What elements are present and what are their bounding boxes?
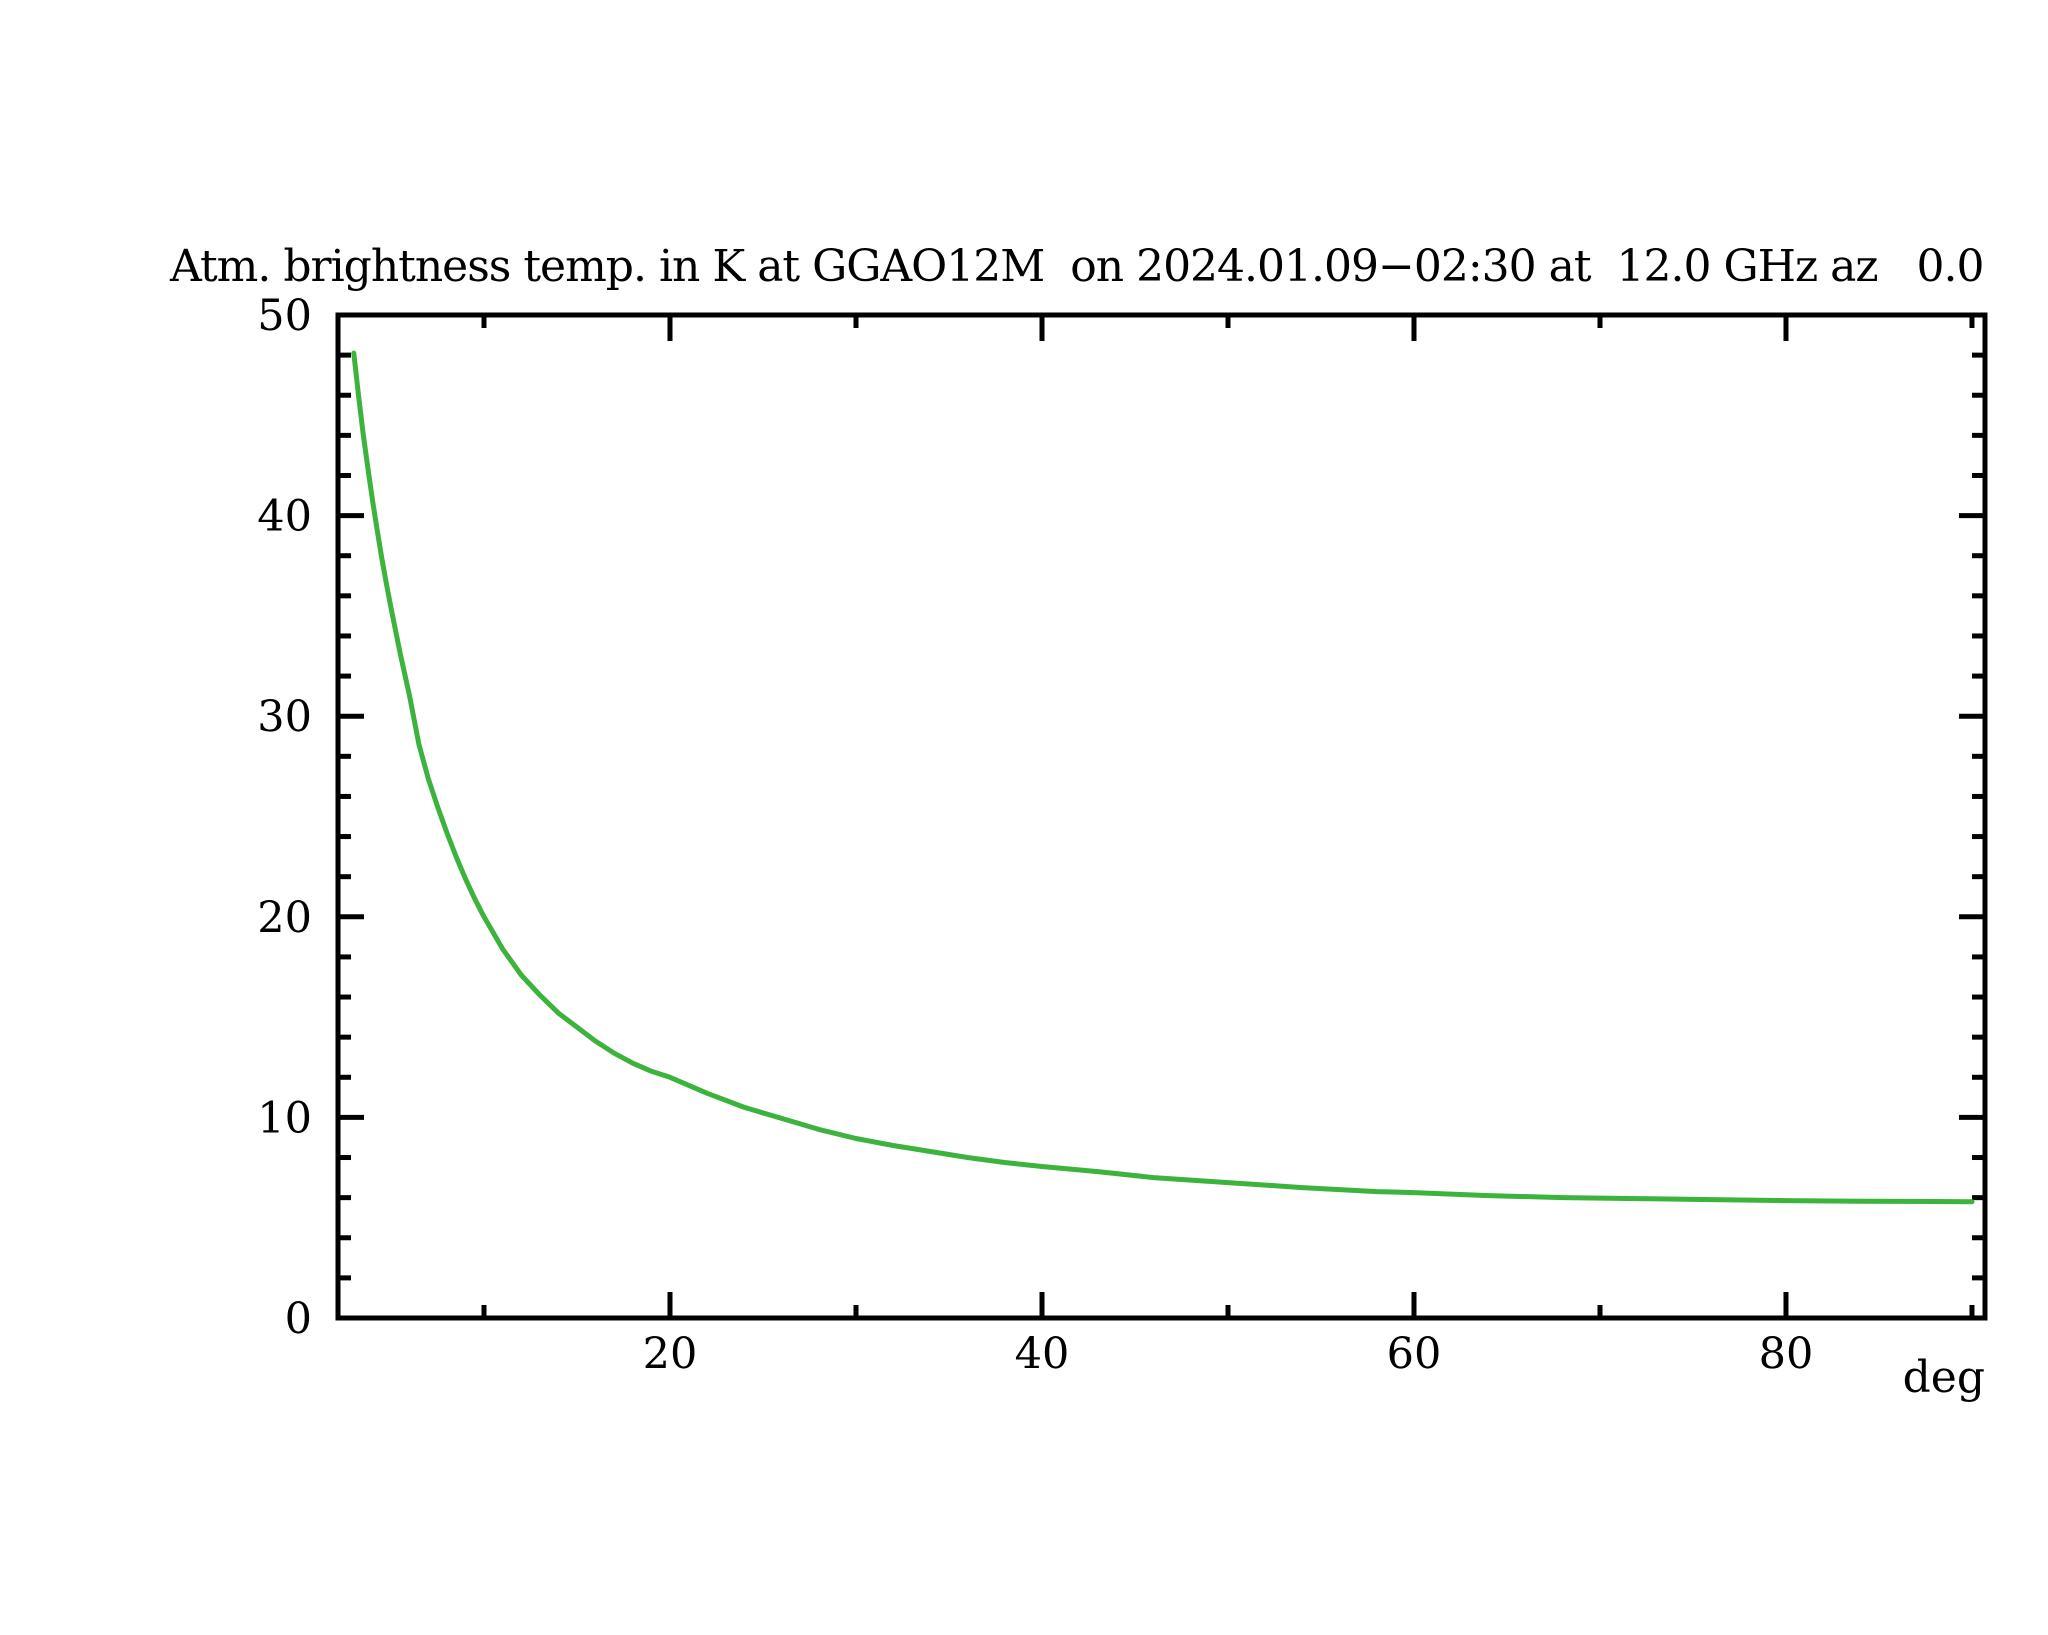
series-line bbox=[351, 350, 1975, 1205]
y-tick-label: 0 bbox=[285, 1294, 312, 1344]
y-tick-label: 10 bbox=[257, 1093, 312, 1143]
y-tick-label: 30 bbox=[257, 692, 312, 742]
x-tick-label: 80 bbox=[1759, 1329, 1814, 1379]
y-tick-label: 40 bbox=[257, 492, 312, 542]
y-tick-label: 50 bbox=[257, 291, 312, 341]
y-tick-label: 20 bbox=[257, 893, 312, 943]
plot-frame bbox=[335, 312, 1988, 1321]
x-tick-label: 20 bbox=[643, 1329, 698, 1379]
x-tick-label: 40 bbox=[1015, 1329, 1070, 1379]
chart-title: Atm. brightness temp. in K at GGAO12M on… bbox=[170, 241, 1985, 292]
x-tick-label: 60 bbox=[1387, 1329, 1442, 1379]
x-axis-unit-label: deg bbox=[1902, 1352, 1985, 1403]
